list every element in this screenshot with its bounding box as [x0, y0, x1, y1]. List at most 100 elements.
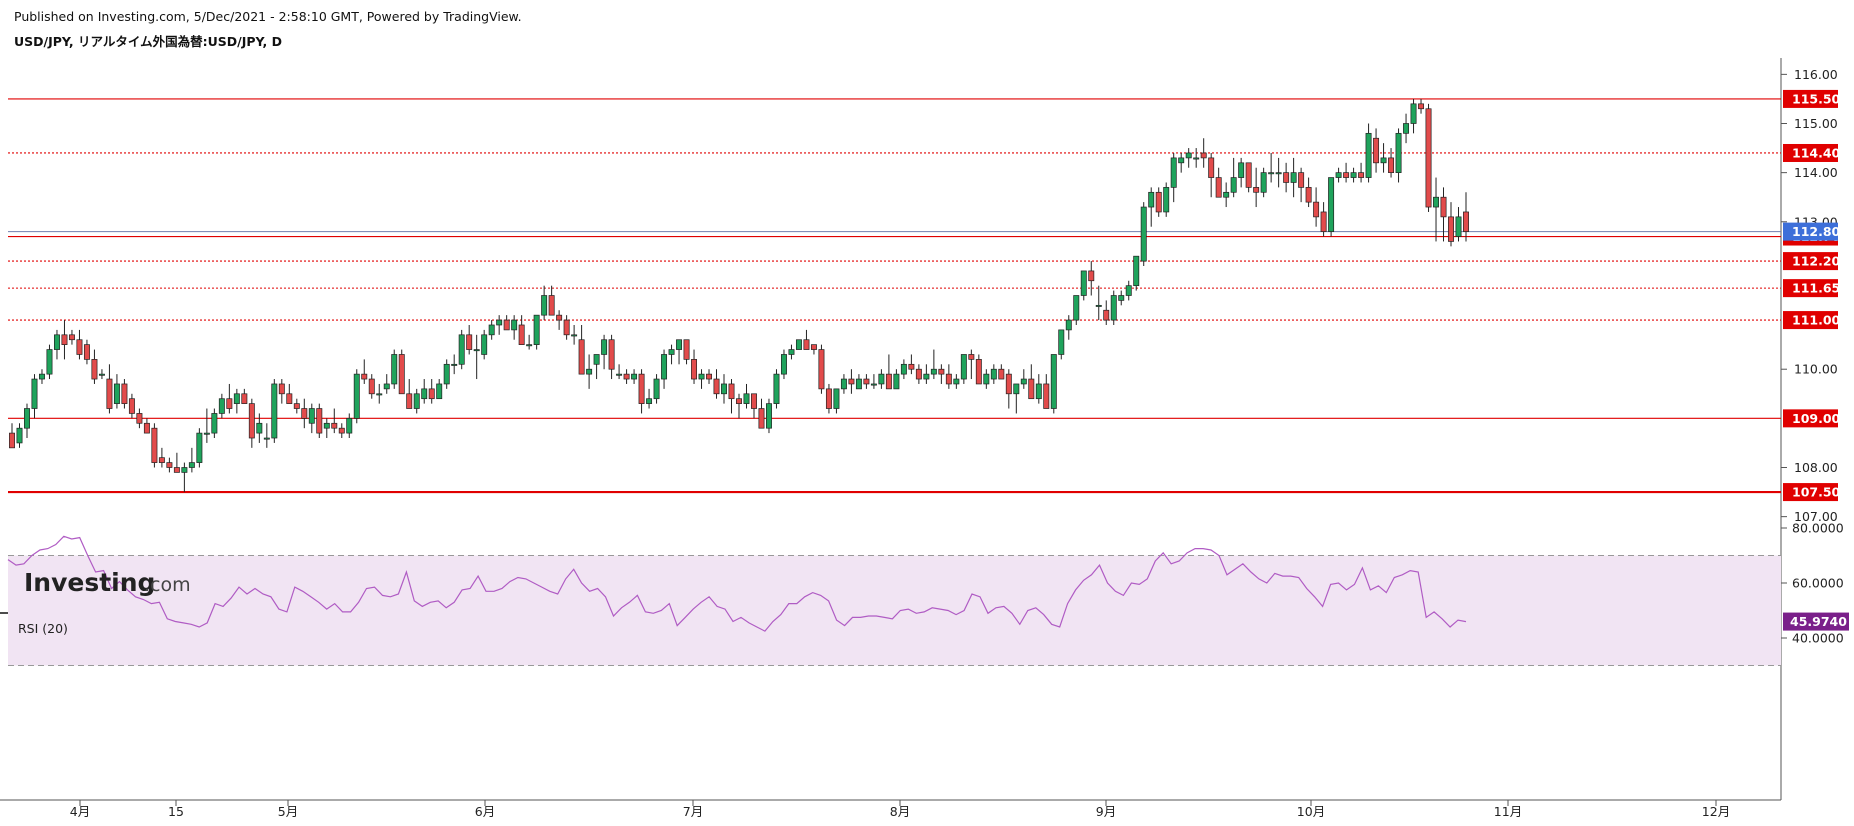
- candle-body: [278, 383, 285, 395]
- candle-body: [1245, 162, 1252, 188]
- candle-body: [1425, 108, 1432, 208]
- candle-body: [39, 373, 45, 380]
- candle-body: [406, 393, 413, 409]
- level-tag-bg: [1783, 279, 1838, 298]
- candle-body: [541, 295, 548, 316]
- candle-body: [571, 334, 578, 337]
- candle-body: [1088, 270, 1095, 282]
- candle-body: [1358, 172, 1365, 178]
- candle-body: [1298, 172, 1305, 188]
- candle-body: [1215, 177, 1222, 198]
- level-tag-bg: [1783, 252, 1838, 271]
- candle-body: [1283, 172, 1290, 183]
- candle-body: [638, 373, 645, 404]
- candle-body: [263, 437, 270, 440]
- time-tick-label: 11月: [1494, 804, 1522, 819]
- candlestick-series: [9, 98, 1469, 493]
- time-tick-label: 8月: [890, 804, 910, 819]
- candle-body: [293, 403, 300, 409]
- candle-body: [338, 427, 345, 434]
- candle-body: [855, 378, 862, 390]
- candle-body: [526, 344, 533, 347]
- time-tick-label: 12月: [1702, 804, 1730, 819]
- level-tag-bg: [1783, 143, 1838, 162]
- rsi-line: [7, 535, 1467, 632]
- candle-body: [668, 349, 675, 355]
- candle-body: [683, 339, 690, 360]
- candle-body: [436, 383, 443, 400]
- candle-body: [203, 432, 210, 435]
- candle-body: [998, 368, 1005, 380]
- candle-body: [736, 398, 742, 404]
- candle-body: [1065, 319, 1072, 331]
- candle-body: [908, 363, 915, 370]
- candle-body: [1433, 196, 1439, 208]
- candle-body: [248, 403, 255, 439]
- logo-text-light: .com: [144, 574, 191, 596]
- candle-body: [443, 363, 450, 385]
- candle-body: [233, 393, 240, 404]
- candle-body: [188, 462, 195, 468]
- candle-body: [286, 393, 293, 404]
- candle-body: [803, 339, 810, 350]
- price-tick-label: 107.00: [1794, 509, 1838, 524]
- candle-body: [503, 319, 510, 331]
- candle-body: [1163, 187, 1170, 213]
- candle-body: [601, 339, 608, 355]
- candle-body: [518, 324, 525, 345]
- candle-body: [218, 398, 225, 414]
- candle-body: [661, 354, 668, 380]
- candle-body: [1238, 162, 1245, 178]
- candle-body: [331, 422, 338, 429]
- candle-body: [593, 354, 600, 365]
- candle-body: [773, 373, 780, 404]
- rsi-tick-label: 40.0000: [1792, 631, 1844, 646]
- candle-body: [91, 359, 98, 380]
- candle-body: [488, 324, 495, 336]
- candle-body: [1388, 157, 1395, 173]
- level-tag-bg: [1783, 89, 1838, 108]
- candle-body: [848, 378, 855, 385]
- candle-body: [915, 368, 922, 380]
- candle-body: [900, 363, 907, 375]
- candle-body: [713, 378, 720, 395]
- candle-body: [975, 359, 982, 385]
- level-tag: 109.00: [1792, 411, 1841, 426]
- candle-body: [863, 378, 870, 385]
- candle-body: [1410, 103, 1417, 124]
- candle-body: [825, 388, 832, 409]
- time-tick-label: 6月: [475, 804, 495, 819]
- candle-body: [1073, 295, 1080, 321]
- rsi-value-tag-bg: [1783, 612, 1849, 631]
- candle-body: [1103, 309, 1110, 321]
- candle-body: [136, 413, 143, 424]
- candle-body: [698, 373, 705, 380]
- candle-body: [1373, 137, 1380, 164]
- price-tick-label: 108.00: [1794, 460, 1838, 475]
- candle-body: [1058, 329, 1065, 355]
- candle-body: [653, 378, 660, 400]
- candle-body: [61, 334, 68, 345]
- candle-body: [586, 368, 593, 375]
- candle-body: [706, 373, 712, 380]
- investing-logo: Investing .com: [24, 568, 191, 597]
- time-tick-label: 5月: [278, 804, 298, 819]
- candle-body: [1463, 211, 1469, 232]
- candle-body: [421, 388, 428, 400]
- candle-body: [1118, 295, 1125, 301]
- candle-body: [1193, 157, 1200, 160]
- candle-body: [1260, 172, 1267, 193]
- candle-body: [960, 354, 967, 380]
- chart-symbol-title: USD/JPY, リアルタイム外国為替:USD/JPY, D: [14, 34, 282, 49]
- candle-body: [16, 427, 23, 444]
- level-tag: 114.40: [1792, 145, 1841, 160]
- candle-body: [376, 393, 383, 396]
- candle-body: [1140, 206, 1147, 262]
- candle-body: [211, 413, 218, 434]
- candle-body: [458, 334, 465, 365]
- candle-body: [1290, 172, 1297, 183]
- candle-body: [1448, 216, 1454, 242]
- candle-body: [810, 344, 817, 350]
- candle-body: [308, 408, 315, 424]
